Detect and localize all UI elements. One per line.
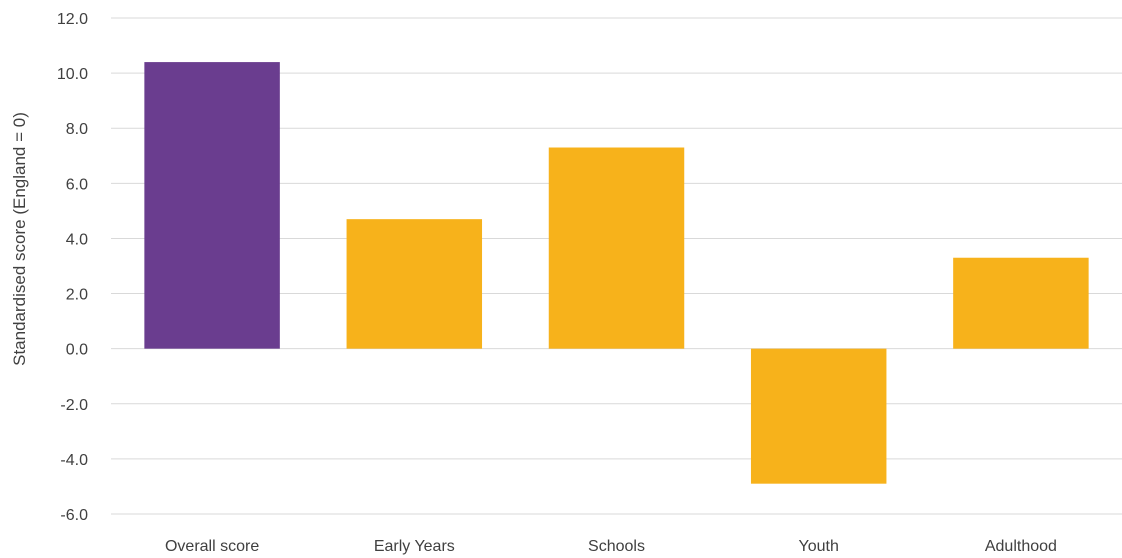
bar: [750, 348, 887, 484]
x-category-label: Schools: [588, 538, 645, 555]
y-tick-label: -6.0: [60, 507, 88, 524]
y-axis-title: Standardised score (England = 0): [10, 112, 29, 366]
y-tick-label: -2.0: [60, 397, 88, 414]
y-tick-label: 4.0: [66, 231, 88, 248]
y-tick-label: 2.0: [66, 287, 88, 304]
x-axis-categories: Overall score Early Years Schools Youth Adul…: [165, 538, 1057, 555]
y-axis-ticks: 12.0 10.0 8.0 6.0 4.0 2.0 0.0 -2.0 -4.0 -6.0: [57, 11, 88, 524]
x-category-label: Adulthood: [985, 538, 1057, 555]
bar: [548, 147, 685, 349]
y-tick-label: 12.0: [57, 11, 88, 28]
x-category-label: Youth: [799, 538, 839, 555]
bar: [346, 219, 483, 349]
y-tick-label: 0.0: [66, 342, 88, 359]
bar: [144, 62, 280, 349]
y-tick-label: 6.0: [66, 176, 88, 193]
y-tick-label: -4.0: [60, 452, 88, 469]
bars: [144, 62, 1089, 484]
y-tick-label: 8.0: [66, 121, 88, 138]
bar: [953, 257, 1089, 349]
x-category-label: Overall score: [165, 538, 259, 555]
x-category-label: Early Years: [374, 538, 455, 555]
y-tick-label: 10.0: [57, 66, 88, 83]
